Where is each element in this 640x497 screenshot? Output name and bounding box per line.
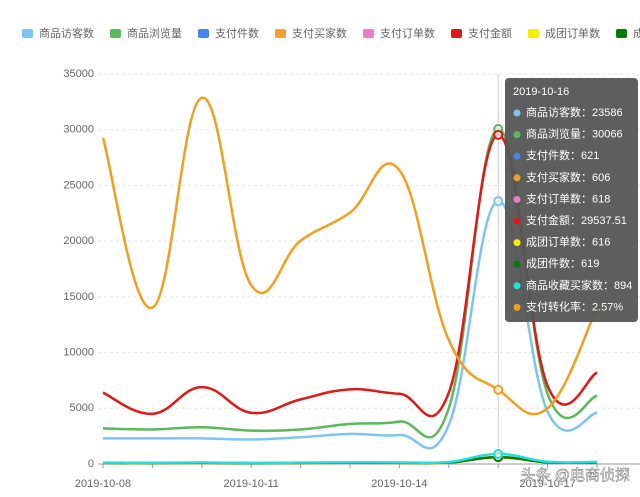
legend-swatch: [616, 29, 627, 38]
legend-label: 成团订单数: [545, 27, 600, 40]
tooltip-dot: [513, 282, 521, 290]
tooltip-row: 支付买家数：606: [526, 170, 610, 184]
highlight-point: [493, 196, 504, 207]
highlight-point: [493, 449, 504, 460]
legend-label: 商品浏览量: [127, 26, 182, 40]
tooltip-text: ：: [581, 301, 592, 313]
tooltip-text: ：: [603, 280, 614, 292]
tooltip-text: ：: [581, 172, 592, 184]
tooltip-text: 支付金额: [526, 213, 570, 227]
x-tick-label: 2019-10-11: [223, 478, 278, 490]
tooltip-dot: [513, 195, 521, 203]
tooltip-dot: [513, 109, 521, 117]
tooltip-text: 商品访客数: [526, 105, 581, 119]
tooltip-dot: [513, 303, 521, 311]
legend-swatch: [363, 29, 374, 38]
series-line: [102, 452, 598, 465]
y-tick-label: 10000: [63, 346, 94, 358]
tooltip-text: 商品浏览量: [526, 127, 581, 141]
tooltip-text: 621: [581, 150, 599, 162]
legend-swatch: [198, 29, 209, 38]
tooltip-text: 商品收藏买家数: [526, 278, 603, 292]
tooltip-text: 619: [581, 258, 599, 270]
tooltip-row: 支付订单数：618: [526, 192, 610, 205]
tooltip-text: 29537.51: [581, 215, 627, 227]
tooltip-text: ：: [570, 215, 581, 227]
tooltip: 2019-10-16商品访客数：23586商品浏览量：30066支付件数：621…: [505, 78, 638, 322]
tooltip-text: ：: [581, 107, 592, 119]
y-tick-label: 20000: [63, 235, 94, 247]
tooltip-dot: [513, 239, 521, 247]
tooltip-dot: [513, 260, 521, 268]
legend-swatch: [451, 29, 462, 38]
legend-swatch: [22, 29, 33, 38]
tooltip-text: 30066: [592, 129, 623, 141]
tooltip-text: 2.57%: [592, 301, 623, 313]
watermark: 头条 @电商侦探: [521, 467, 630, 484]
legend-label: 商品访客数: [39, 26, 94, 40]
tooltip-text: 成团订单数: [526, 236, 581, 249]
tooltip-text: 支付订单数: [526, 192, 581, 205]
tooltip-text: ：: [581, 129, 592, 141]
y-tick-label: 5000: [70, 402, 94, 414]
tooltip-dot: [513, 152, 521, 160]
tooltip-text: ：: [581, 237, 592, 249]
y-tick-label: 15000: [63, 291, 94, 303]
tooltip-row: 商品访客数：23586: [526, 105, 623, 119]
legend-label: 支付买家数: [292, 26, 347, 40]
y-tick-label: 30000: [63, 124, 94, 136]
x-tick-label: 2019-10-17: [519, 478, 575, 490]
tooltip-text: 618: [592, 193, 610, 205]
tooltip-text: ：: [570, 150, 581, 162]
legend-swatch: [110, 29, 121, 38]
tooltip-text: 23586: [592, 107, 623, 119]
tooltip-text: 894: [614, 280, 632, 292]
legend-label: 支付件数: [215, 27, 259, 40]
tooltip-row: 支付转化率：2.57%: [526, 299, 623, 313]
tooltip-dot: [513, 174, 521, 182]
tooltip-row: 支付金额：29537.51: [526, 213, 627, 227]
y-tick-label: 25000: [63, 179, 94, 191]
tooltip-row: 成团件数：619: [526, 257, 599, 270]
highlight-point: [493, 129, 504, 140]
tooltip-text: 支付买家数: [526, 170, 581, 184]
legend-swatch: [275, 29, 286, 38]
tooltip-dot: [513, 217, 521, 225]
tooltip-row: 商品收藏买家数：894: [526, 278, 632, 292]
tooltip-text: ：: [581, 193, 592, 205]
tooltip-text: ：: [570, 258, 581, 270]
tooltip-text: 606: [592, 172, 610, 184]
legend-swatch: [528, 29, 539, 38]
tooltip-text: 支付转化率: [526, 299, 581, 313]
tooltip-title: 2019-10-16: [513, 86, 569, 98]
tooltip-row: 成团订单数：616: [526, 236, 610, 249]
legend-label: 支付订单数: [380, 27, 435, 40]
legend-label: 成团件数: [633, 27, 640, 40]
y-tick-label: 0: [88, 458, 94, 470]
tooltip-box: [505, 78, 638, 322]
tooltip-text: 成团件数: [526, 257, 570, 270]
legend: 商品访客数商品浏览量支付件数支付买家数支付订单数支付金额成团订单数成团件数商品收…: [22, 26, 640, 40]
tooltip-row: 商品浏览量：30066: [526, 127, 623, 141]
tooltip-row: 支付件数：621: [526, 149, 599, 162]
x-tick-label: 2019-10-08: [75, 478, 131, 490]
legend-label: 支付金额: [468, 26, 512, 40]
highlight-point: [493, 384, 504, 395]
tooltip-dot: [513, 131, 521, 139]
tooltip-text: 支付件数: [526, 149, 570, 162]
y-tick-label: 35000: [63, 68, 94, 80]
tooltip-text: 616: [592, 237, 610, 249]
x-tick-label: 2019-10-14: [371, 478, 427, 490]
